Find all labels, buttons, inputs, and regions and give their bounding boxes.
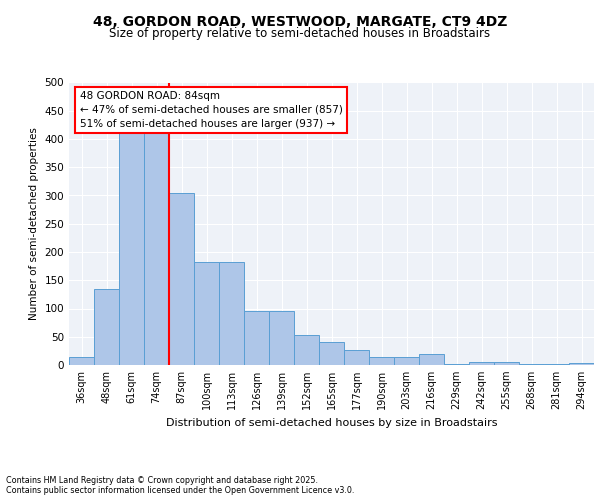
Bar <box>369 356 394 365</box>
Bar <box>444 364 469 365</box>
Bar <box>544 364 569 365</box>
Bar <box>419 354 444 365</box>
Text: 48 GORDON ROAD: 84sqm
← 47% of semi-detached houses are smaller (857)
51% of sem: 48 GORDON ROAD: 84sqm ← 47% of semi-deta… <box>79 91 343 129</box>
Bar <box>469 362 494 365</box>
Bar <box>169 192 194 365</box>
Bar <box>569 364 594 365</box>
Bar <box>319 342 344 365</box>
Bar <box>494 362 519 365</box>
X-axis label: Distribution of semi-detached houses by size in Broadstairs: Distribution of semi-detached houses by … <box>166 418 497 428</box>
Bar <box>344 350 369 365</box>
Bar <box>269 312 294 365</box>
Text: Contains HM Land Registry data © Crown copyright and database right 2025.
Contai: Contains HM Land Registry data © Crown c… <box>6 476 355 495</box>
Bar <box>144 130 169 365</box>
Bar <box>94 288 119 365</box>
Bar <box>244 312 269 365</box>
Bar <box>519 364 544 365</box>
Bar <box>294 335 319 365</box>
Bar <box>394 356 419 365</box>
Text: Size of property relative to semi-detached houses in Broadstairs: Size of property relative to semi-detach… <box>109 28 491 40</box>
Bar <box>219 262 244 365</box>
Bar <box>194 262 219 365</box>
Bar <box>69 356 94 365</box>
Text: 48, GORDON ROAD, WESTWOOD, MARGATE, CT9 4DZ: 48, GORDON ROAD, WESTWOOD, MARGATE, CT9 … <box>93 15 507 29</box>
Bar <box>119 129 144 365</box>
Y-axis label: Number of semi-detached properties: Number of semi-detached properties <box>29 128 39 320</box>
